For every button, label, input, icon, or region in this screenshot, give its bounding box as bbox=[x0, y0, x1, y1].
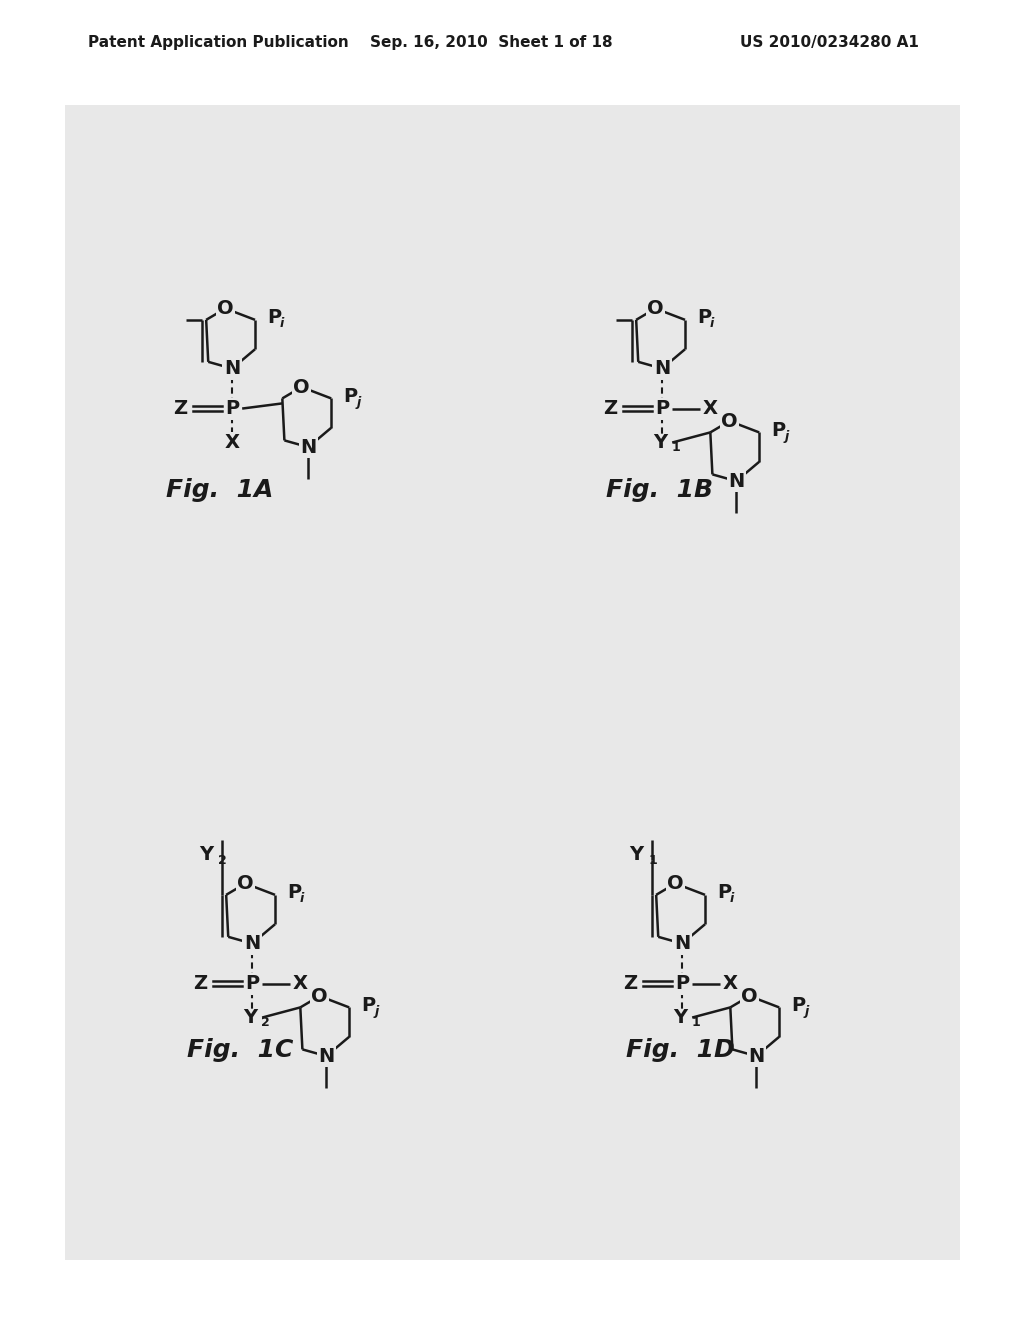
Text: i: i bbox=[280, 317, 285, 330]
Text: P: P bbox=[361, 995, 376, 1015]
Text: Fig.  1D: Fig. 1D bbox=[626, 1038, 734, 1063]
Text: N: N bbox=[654, 359, 671, 378]
Text: X: X bbox=[723, 974, 737, 993]
Text: N: N bbox=[244, 935, 260, 953]
Text: P: P bbox=[343, 387, 357, 407]
Text: j: j bbox=[356, 396, 360, 409]
Text: N: N bbox=[728, 471, 744, 491]
Text: Patent Application Publication: Patent Application Publication bbox=[88, 34, 349, 49]
Text: i: i bbox=[730, 892, 734, 906]
Text: 1: 1 bbox=[691, 1016, 700, 1030]
Text: Z: Z bbox=[623, 974, 637, 993]
Text: Y: Y bbox=[653, 433, 668, 451]
Text: Y: Y bbox=[199, 846, 213, 865]
Text: Y: Y bbox=[673, 1008, 687, 1027]
Text: Fig.  1B: Fig. 1B bbox=[606, 478, 714, 502]
Text: N: N bbox=[300, 438, 316, 457]
Text: O: O bbox=[238, 874, 254, 894]
Text: O: O bbox=[217, 300, 233, 318]
Text: P: P bbox=[717, 883, 731, 903]
Text: O: O bbox=[721, 412, 738, 430]
Text: P: P bbox=[245, 974, 259, 993]
Text: O: O bbox=[311, 986, 328, 1006]
Text: j: j bbox=[374, 1005, 379, 1018]
Text: j: j bbox=[804, 1005, 809, 1018]
Text: N: N bbox=[674, 935, 690, 953]
Text: Fig.  1A: Fig. 1A bbox=[166, 478, 273, 502]
Text: P: P bbox=[225, 399, 240, 418]
Text: P: P bbox=[287, 883, 301, 903]
Text: P: P bbox=[675, 974, 689, 993]
Text: Y: Y bbox=[243, 1008, 257, 1027]
Text: O: O bbox=[741, 986, 758, 1006]
Text: 1: 1 bbox=[671, 441, 680, 454]
Text: X: X bbox=[224, 433, 240, 451]
Text: P: P bbox=[771, 421, 785, 440]
Text: N: N bbox=[318, 1047, 335, 1065]
Text: P: P bbox=[267, 309, 282, 327]
Text: X: X bbox=[702, 399, 718, 418]
Text: 1: 1 bbox=[648, 854, 657, 867]
Text: Sep. 16, 2010  Sheet 1 of 18: Sep. 16, 2010 Sheet 1 of 18 bbox=[370, 34, 612, 49]
Text: Fig.  1C: Fig. 1C bbox=[186, 1038, 293, 1063]
Text: j: j bbox=[784, 430, 788, 444]
Text: N: N bbox=[224, 359, 241, 378]
Text: O: O bbox=[647, 300, 664, 318]
Text: i: i bbox=[710, 317, 715, 330]
Text: Z: Z bbox=[173, 399, 187, 418]
Text: O: O bbox=[667, 874, 684, 894]
Text: Y: Y bbox=[629, 846, 643, 865]
Text: P: P bbox=[792, 995, 805, 1015]
Text: P: P bbox=[697, 309, 711, 327]
Text: P: P bbox=[655, 399, 670, 418]
Text: 2: 2 bbox=[218, 854, 227, 867]
Text: i: i bbox=[300, 892, 304, 906]
Text: N: N bbox=[749, 1047, 765, 1065]
Text: US 2010/0234280 A1: US 2010/0234280 A1 bbox=[740, 34, 919, 49]
FancyBboxPatch shape bbox=[65, 106, 961, 1261]
Text: 2: 2 bbox=[261, 1016, 270, 1030]
Text: X: X bbox=[293, 974, 307, 993]
Text: O: O bbox=[293, 378, 310, 396]
Text: Z: Z bbox=[194, 974, 207, 993]
Text: Z: Z bbox=[603, 399, 617, 418]
